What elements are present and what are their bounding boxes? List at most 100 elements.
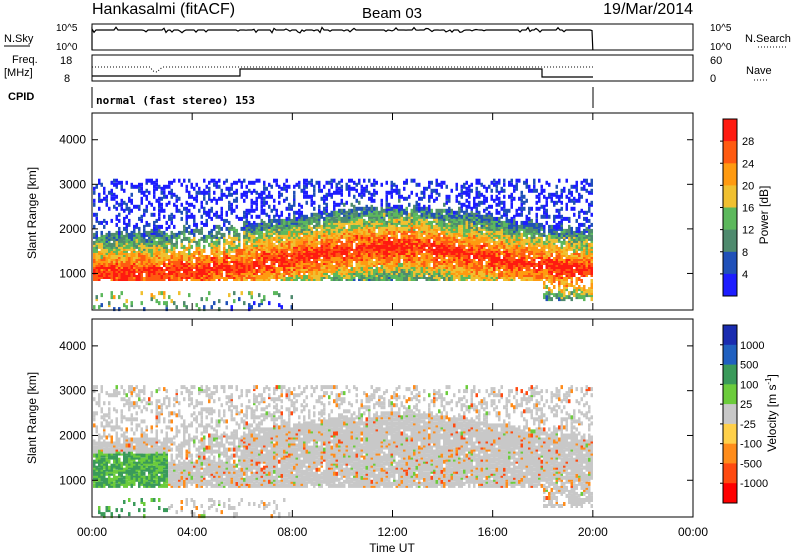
range-gate-cell	[248, 291, 251, 296]
range-gate-cell	[258, 238, 261, 243]
range-gate-cell	[350, 236, 353, 241]
range-gate-cell	[430, 220, 433, 225]
range-gate-cell	[428, 184, 431, 189]
range-gate-cell	[278, 194, 281, 199]
range-gate-cell	[400, 218, 403, 223]
range-gate-cell	[413, 251, 416, 255]
range-gate-cell	[468, 192, 471, 197]
range-gate-cell	[200, 230, 203, 235]
range-gate-cell	[418, 251, 421, 255]
range-gate-cell	[163, 214, 166, 219]
range-gate-cell	[455, 246, 458, 251]
range-gate-cell	[213, 277, 216, 281]
range-gate-cell	[460, 184, 463, 189]
range-gate-cell	[465, 248, 468, 253]
range-gate-cell	[438, 208, 441, 213]
range-gate-cell	[143, 277, 146, 281]
range-gate-cell	[135, 251, 138, 255]
range-gate-cell	[503, 194, 506, 199]
range-gate-cell	[185, 236, 188, 241]
freq-tick-top: 18	[60, 55, 72, 67]
range-gate-cell	[215, 214, 218, 219]
range-gate-cell	[180, 251, 183, 255]
range-gate-cell	[358, 192, 361, 197]
range-gate-cell	[295, 248, 298, 253]
range-gate-cell	[423, 236, 426, 241]
range-gate-cell	[108, 251, 111, 255]
range-gate-cell	[498, 196, 501, 201]
range-gate-cell	[208, 291, 211, 296]
range-gate-cell	[113, 295, 116, 300]
range-gate-cell	[155, 246, 158, 251]
range-gate-cell	[113, 251, 116, 255]
range-gate-cell	[420, 206, 423, 211]
range-gate-cell	[305, 236, 308, 241]
range-gate-cell	[223, 192, 226, 197]
range-gate-cell	[223, 218, 226, 223]
range-gate-cell	[245, 184, 248, 189]
range-gate-cell	[140, 251, 143, 255]
freq-frame	[91, 54, 694, 82]
range-gate-cell	[303, 184, 306, 189]
range-gate-cell	[355, 206, 358, 211]
range-gate-cell	[258, 232, 261, 237]
range-gate-cell	[253, 188, 256, 193]
range-gate-cell	[470, 246, 473, 251]
range-gate-cell	[358, 206, 361, 211]
range-gate-cell	[93, 212, 96, 217]
range-gate-cell	[223, 251, 226, 255]
range-gate-cell	[205, 190, 208, 195]
range-gate-cell	[218, 224, 221, 229]
range-gate-cell	[390, 251, 393, 255]
range-gate-cell	[390, 275, 393, 279]
range-gate-cell	[450, 188, 453, 193]
range-gate-cell	[213, 178, 216, 183]
range-gate-cell	[238, 232, 241, 237]
range-gate-cell	[235, 196, 238, 201]
range-gate-cell	[338, 180, 341, 185]
range-gate-cell	[223, 259, 226, 263]
range-gate-cell	[403, 271, 406, 275]
nsearch-tick-bottom: 10^0	[710, 42, 732, 53]
range-gate-cell	[263, 232, 266, 237]
range-gate-cell	[190, 261, 193, 265]
range-gate-cell	[250, 305, 253, 310]
range-gate-cell	[235, 214, 238, 219]
range-gate-cell	[283, 251, 286, 255]
range-gate-cell	[253, 220, 256, 225]
range-gate-cell	[273, 214, 276, 219]
range-gate-cell	[133, 257, 136, 261]
range-gate-cell	[395, 184, 398, 189]
range-gate-cell	[408, 251, 411, 255]
range-gate-cell	[360, 194, 363, 199]
range-gate-cell	[248, 307, 251, 312]
range-gate-cell	[473, 251, 476, 255]
range-gate-cell	[140, 301, 143, 306]
range-gate-cell	[258, 265, 261, 269]
range-gate-cell	[113, 271, 116, 275]
range-gate-cell	[255, 196, 258, 201]
range-gate-cell	[320, 188, 323, 193]
range-gate-cell	[468, 224, 471, 229]
range-gate-cell	[130, 251, 133, 255]
range-gate-cell	[350, 214, 353, 219]
range-gate-cell	[128, 222, 131, 227]
range-gate-cell	[238, 178, 241, 183]
range-gate-cell	[260, 200, 263, 205]
range-gate-cell	[278, 214, 281, 219]
range-gate-cell	[470, 259, 473, 263]
range-gate-cell	[485, 248, 488, 253]
range-gate-cell	[418, 196, 421, 201]
range-gate-cell	[165, 202, 168, 207]
range-gate-cell	[175, 198, 178, 203]
range-gate-cell	[195, 257, 198, 261]
range-gate-cell	[153, 251, 156, 255]
range-gate-cell	[115, 182, 118, 187]
range-gate-cell	[183, 244, 186, 249]
range-gate-cell	[418, 182, 421, 187]
range-gate-cell	[218, 269, 221, 273]
range-gate-cell	[118, 295, 121, 300]
range-gate-cell	[450, 265, 453, 269]
range-gate-cell	[200, 251, 203, 255]
range-gate-cell	[395, 204, 398, 209]
